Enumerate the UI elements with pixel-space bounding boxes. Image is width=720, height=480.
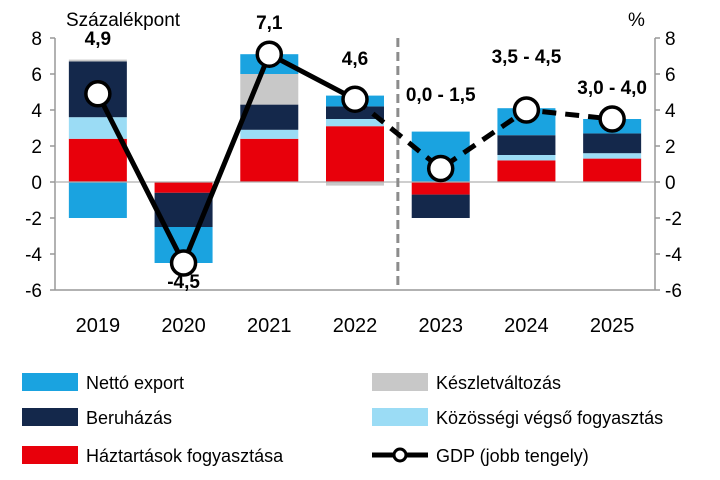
right-tick-label: 0 [665, 173, 676, 194]
bar-beruhazas [583, 133, 642, 154]
legend-label-beruhazas: Beruházás [86, 408, 172, 428]
gdp-data-label: 3,0 - 4,0 [577, 78, 647, 99]
gdp-point [169, 249, 198, 277]
gdp-point [598, 105, 626, 133]
bar-haztartasok [583, 158, 642, 182]
legend-label-haztartasok: Háztartások fogyasztása [86, 446, 284, 466]
legend-swatch-kozossegi [372, 408, 428, 426]
bar-kozossegi [497, 155, 556, 161]
gdp-point [255, 40, 284, 68]
gdp-data-label: 4,9 [85, 29, 111, 50]
bar-haztartasok [154, 182, 213, 193]
x-tick-label: 2024 [504, 315, 549, 337]
bar-kozossegi [240, 129, 299, 139]
gdp-point [426, 154, 455, 183]
gdp-point [512, 96, 541, 124]
bar-haztartasok [68, 138, 127, 182]
gdp-data-label: 7,1 [256, 13, 283, 34]
bar-keszletvaltozas [68, 59, 127, 62]
left-tick-label: 2 [31, 137, 42, 158]
bar-kozossegi [326, 119, 384, 127]
gdp-line-actual [95, 51, 357, 266]
right-tick-label: 8 [665, 29, 676, 50]
bar-kozossegi [583, 153, 642, 159]
left-tick-label: 8 [31, 29, 42, 50]
legend-label-gdp: GDP (jobb tengely) [436, 446, 589, 466]
bar-beruhazas [497, 135, 556, 155]
legend-swatch-keszletvaltozas [372, 373, 428, 391]
bar-haztartasok [411, 182, 470, 195]
x-tick-label: 2020 [161, 315, 206, 337]
bar-keszletvaltozas [326, 182, 384, 186]
legend-label-kozossegi: Közösségi végső fogyasztás [436, 408, 663, 428]
right-axis-title: % [628, 10, 645, 31]
bar-haztartasok [326, 126, 384, 182]
plot-area: -6 -6 -4 -4 -2 -2 0 0 2 2 4 4 6 6 8 8 2019 2020 2021 2022 20… [25, 13, 682, 337]
bar-haztartasok [240, 138, 299, 182]
gdp-data-label: 4,6 [342, 49, 368, 70]
x-tick-label: 2019 [76, 315, 121, 337]
bar-beruhazas [411, 194, 470, 218]
legend-label-netto_export: Nettó export [86, 373, 184, 393]
bar-netto_export [68, 182, 127, 218]
legend-label-keszletvaltozas: Készletváltozás [436, 373, 561, 393]
x-tick-label: 2023 [418, 315, 463, 337]
right-tick-label: -2 [665, 209, 682, 230]
x-tick-label: 2025 [590, 315, 635, 337]
right-tick-label: -6 [665, 281, 682, 302]
left-tick-label: -6 [25, 281, 42, 302]
left-axis-title: Százalékpont [66, 10, 181, 31]
right-tick-label: 2 [665, 137, 676, 158]
legend-swatch-netto_export [22, 373, 78, 391]
legend-swatch-beruhazas [22, 408, 78, 426]
gdp-data-label: 3,5 - 4,5 [492, 47, 562, 68]
left-tick-label: 0 [31, 173, 42, 194]
right-tick-label: -4 [665, 245, 682, 266]
legend-swatch-gdp-marker [392, 447, 408, 463]
gdp-data-label: 0,0 - 1,5 [406, 85, 476, 106]
legend: Nettó export Készletváltozás Beruházás Közö… [22, 373, 663, 466]
gdp-point [341, 85, 369, 113]
left-tick-label: -2 [25, 209, 42, 230]
left-tick-label: 4 [31, 101, 42, 122]
legend-swatch-haztartasok [22, 446, 78, 464]
x-tick-label: 2022 [333, 315, 378, 337]
bar-beruhazas [240, 104, 299, 130]
left-tick-label: 6 [31, 65, 42, 86]
gdp-data-label: -4,5 [167, 272, 200, 293]
left-tick-label: -4 [25, 245, 42, 266]
right-tick-label: 6 [665, 65, 676, 86]
x-tick-label: 2021 [247, 315, 292, 337]
right-tick-label: 4 [665, 101, 676, 122]
gdp-line-forecast [353, 97, 613, 171]
gdp-point [84, 80, 112, 108]
bar-haztartasok [497, 160, 556, 182]
